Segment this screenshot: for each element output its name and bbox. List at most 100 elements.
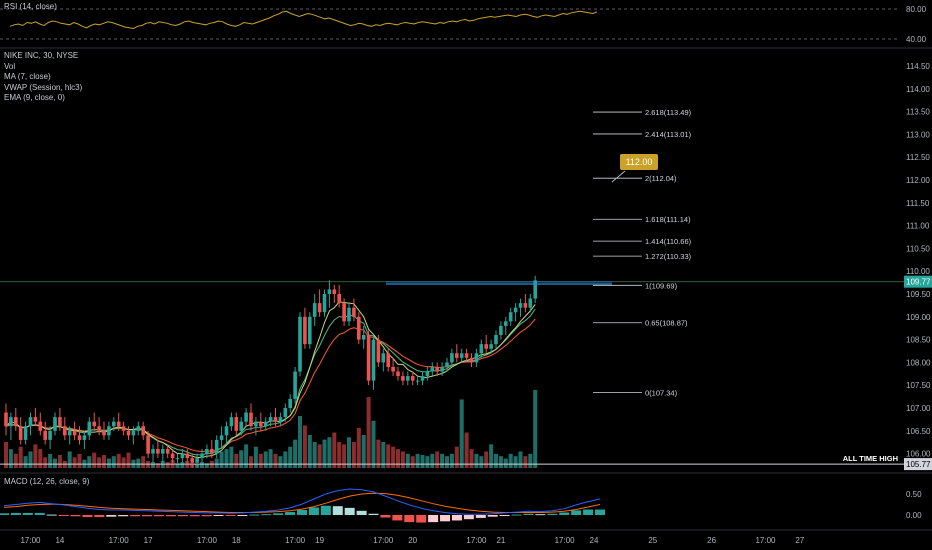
macd-histogram-bar — [463, 515, 474, 520]
candle-body — [425, 371, 430, 377]
volume-bar — [278, 456, 283, 468]
candle-body — [273, 417, 278, 422]
candle-body — [337, 294, 341, 304]
time-axis-label: 14 — [55, 536, 64, 545]
time-axis[interactable]: 17:00 14 17:00 17 17:00 18 17:00 19 17:00 20 17:00… — [20, 536, 804, 545]
macd-histogram-bar — [0, 513, 9, 515]
fib-level-label: 0.65(108.87) — [645, 319, 688, 328]
fib-level-label: 2.414(113.01) — [645, 130, 692, 139]
volume-bar — [420, 455, 425, 468]
time-axis-label: 18 — [232, 536, 241, 545]
macd-histogram-bar — [344, 507, 355, 515]
time-axis-label: 17:00 — [555, 536, 576, 545]
candle-body — [474, 353, 479, 363]
candle-body — [214, 439, 219, 454]
macd-histogram-bar — [571, 510, 582, 515]
fib-level-label: 1(109.69) — [645, 281, 678, 290]
time-axis-label: 17:00 — [466, 536, 487, 545]
current-price-tag — [904, 275, 932, 288]
candle-body — [406, 376, 410, 381]
price-tick-label: 114.00 — [906, 85, 930, 94]
volume-bar — [312, 442, 317, 468]
candle-body — [200, 453, 204, 459]
candle-body — [303, 316, 307, 345]
macd-histogram-bar — [535, 514, 546, 516]
current-price-value: 109.77 — [906, 278, 931, 287]
candle-body — [401, 376, 405, 381]
macd-histogram-bar — [249, 514, 260, 516]
macd-histogram-bar — [82, 515, 93, 518]
volume-bar — [518, 451, 523, 468]
candle-body — [195, 458, 199, 463]
volume-bar — [425, 456, 430, 468]
candle-body — [396, 371, 400, 377]
volume-bar — [464, 432, 469, 468]
volume-bar — [454, 446, 459, 468]
legend-symbol: NIKE INC, 30, NYSE — [4, 51, 79, 60]
volume-bar — [116, 453, 121, 468]
candle-body — [430, 366, 435, 372]
candle-body — [450, 353, 454, 363]
volume-bar — [498, 456, 503, 468]
fib-level-label: 1.272(110.33) — [645, 252, 692, 261]
candle-body — [376, 339, 381, 363]
candle-body — [58, 417, 62, 427]
candle-body — [445, 362, 449, 367]
candle-body — [361, 335, 366, 340]
candle-body — [126, 430, 131, 436]
candle-body — [28, 417, 33, 427]
volume-bar — [410, 456, 415, 468]
macd-histogram-bar — [58, 515, 69, 516]
volume-bar — [508, 453, 513, 468]
volume-bar — [67, 451, 72, 468]
volume-bar — [449, 453, 454, 468]
volume-bar — [430, 453, 435, 468]
price-tick-label: 109.00 — [906, 313, 931, 322]
ma-line — [5, 301, 536, 458]
macd-histogram-bar — [416, 515, 427, 523]
volume-bar — [322, 439, 327, 468]
time-axis-label: 25 — [648, 536, 657, 545]
ema-line — [5, 308, 536, 456]
volume-bar — [151, 462, 155, 468]
price-tick-label: 106.00 — [906, 450, 931, 459]
volume-bar — [214, 458, 219, 468]
price-tick-label: 109.50 — [906, 290, 931, 299]
macd-pane: 0.50 0.00 — [0, 472, 932, 531]
rsi-legend[interactable]: RSI (14, close) — [4, 2, 57, 13]
volume-bar — [459, 399, 464, 468]
candle-body — [312, 303, 317, 317]
macd-line — [3, 488, 601, 515]
macd-histogram-bar — [142, 515, 153, 517]
macd-legend[interactable]: MACD (12, 26, close, 9) — [4, 477, 89, 488]
fib-level-label: 2.618(113.49) — [645, 108, 692, 117]
macd-tick-label: 0.00 — [906, 511, 922, 520]
volume-bar — [474, 453, 479, 468]
volume-bar — [381, 442, 386, 468]
rsi-line — [9, 10, 598, 30]
candle-body — [249, 412, 253, 427]
candle-body — [116, 421, 121, 427]
macd-histogram-bar — [475, 515, 486, 518]
macd-histogram-bar — [487, 515, 498, 517]
candle-body — [263, 421, 268, 427]
candle-body — [43, 430, 47, 440]
candle-body — [234, 417, 239, 431]
macd-histogram-bar — [332, 506, 343, 515]
candle-body — [469, 357, 474, 363]
candle-body — [224, 426, 229, 436]
macd-histogram-bar — [213, 515, 224, 516]
macd-histogram-bar — [523, 513, 534, 515]
volume-bar — [361, 434, 366, 468]
candle-body — [420, 376, 425, 381]
main-legend[interactable]: NIKE INC, 30, NYSE Vol MA (7, close) VWA… — [4, 51, 82, 104]
macd-histogram-bar — [22, 512, 33, 515]
candle-body — [410, 376, 415, 381]
macd-histogram-bar — [34, 512, 45, 515]
macd-histogram-bar — [451, 515, 462, 521]
volume-bar — [13, 453, 18, 468]
candle-body — [38, 421, 43, 431]
candle-body — [77, 435, 82, 440]
volume-bar — [87, 456, 92, 468]
